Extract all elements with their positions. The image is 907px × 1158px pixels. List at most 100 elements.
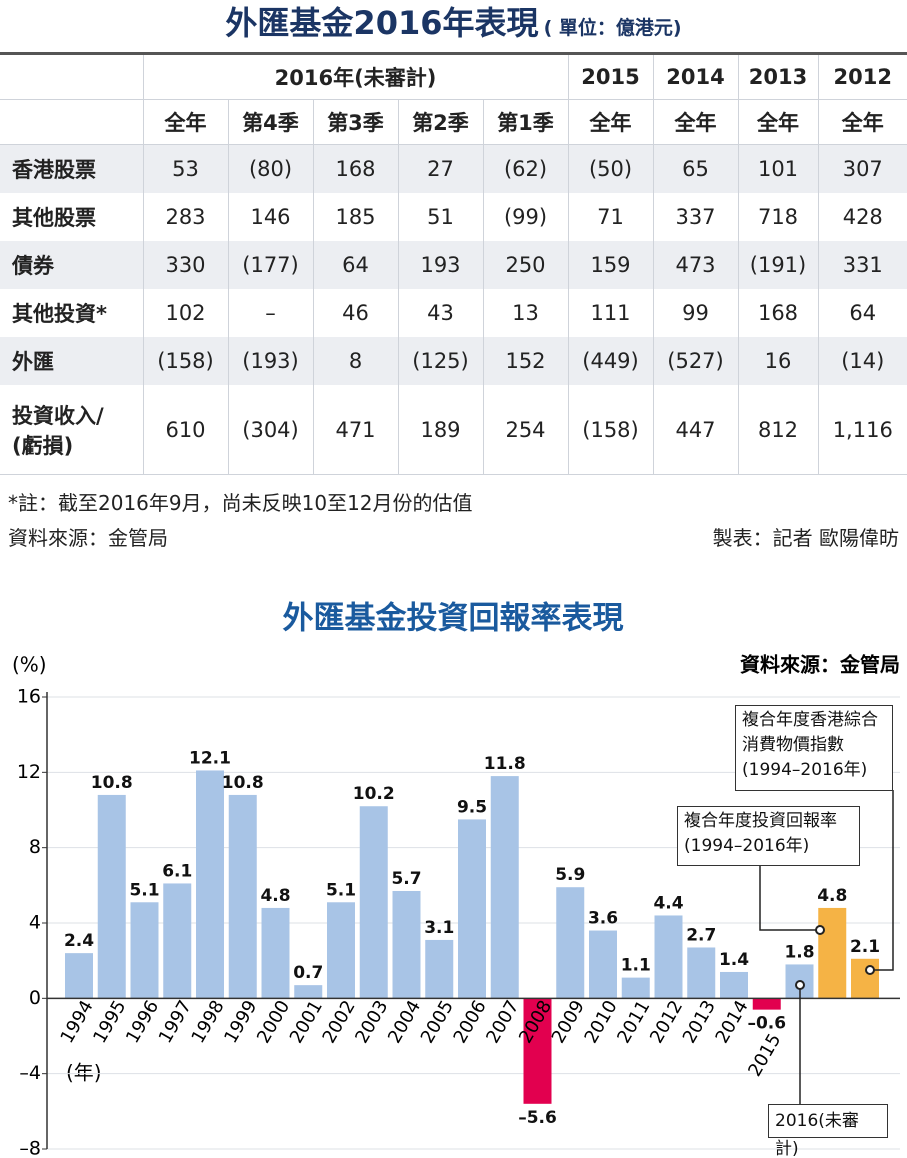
subheader-cell: 全年 (567, 99, 653, 145)
cell: 1,116 (817, 385, 907, 475)
source: 資料來源：金管局 (8, 526, 168, 550)
cell: (193) (227, 337, 313, 385)
x-tick-label: 2000 (253, 997, 294, 1047)
header-cell: 2015 (567, 53, 653, 100)
table-row: 香港股票 53 (80) 168 27 (62) (50) 65 101 307 (0, 144, 907, 193)
bar (228, 794, 257, 999)
value-label: 3.1 (424, 918, 454, 938)
cell: 471 (312, 385, 398, 475)
y-tick-label: 16 (17, 686, 41, 708)
corner-cell (0, 53, 143, 100)
cell: 168 (737, 289, 818, 337)
value-label: –0.6 (747, 1014, 786, 1034)
subheader-cell: 全年 (817, 99, 907, 145)
x-tick-label: 1996 (122, 997, 163, 1047)
cell: 152 (482, 337, 568, 385)
y-tick-label: 8 (29, 836, 41, 858)
x-tick-label: 2015 (744, 1030, 785, 1080)
x-tick-label: 1998 (188, 997, 229, 1047)
cell: (99) (482, 193, 568, 241)
row-label: 其他投資* (12, 302, 107, 326)
cell: 64 (312, 241, 398, 289)
x-axis-label: (年) (66, 1061, 102, 1085)
cell: 111 (567, 289, 653, 337)
cell: 102 (142, 289, 228, 337)
cell: 27 (397, 144, 483, 193)
header-row: 2016年(未審計) 2015 2014 2013 2012 (0, 53, 907, 100)
cell: 447 (652, 385, 738, 475)
bar (851, 958, 879, 999)
value-label: 2.4 (64, 931, 94, 951)
bar (654, 915, 683, 999)
bar (425, 939, 454, 999)
subheader-row: 全年 第4季 第3季 第2季 第1季 全年 全年 全年 全年 (0, 99, 907, 145)
callout: 複合年度投資回報率 (1994–2016年) (677, 806, 860, 866)
value-label: 1.4 (719, 950, 749, 970)
cell: 8 (312, 337, 398, 385)
y-axis-label: (%) (12, 653, 47, 677)
x-tick-label: 2003 (351, 997, 392, 1047)
cell: (125) (397, 337, 483, 385)
cell: 146 (227, 193, 313, 241)
x-tick-label: 1997 (155, 997, 196, 1047)
corner-cell (0, 99, 143, 145)
connectors (759, 790, 894, 1104)
cell: 46 (312, 289, 398, 337)
bar (261, 907, 290, 999)
value-label: 1.1 (621, 956, 651, 976)
header-cell: 2016年(未審計) (142, 53, 568, 100)
table-row: 其他投資* 102–46 43 13 111 99 168 64 (0, 289, 907, 337)
x-tick-label: 2007 (482, 997, 523, 1047)
value-label: 5.1 (129, 880, 159, 900)
value-label: 4.8 (260, 886, 290, 906)
credit: 製表：記者 歐陽偉昉 (712, 526, 899, 550)
cell: 99 (652, 289, 738, 337)
value-label: 10.2 (353, 784, 395, 804)
cell: (158) (567, 385, 653, 475)
row-label: 外匯 (0, 337, 143, 385)
cell: (304) (227, 385, 313, 475)
cell: 43 (397, 289, 483, 337)
bar (163, 883, 192, 999)
row-label: 其他股票 (12, 206, 96, 230)
cell: (80) (227, 144, 313, 193)
x-tick-label: 2013 (679, 997, 720, 1047)
bar (97, 794, 126, 999)
cell: 13 (482, 289, 568, 337)
value-label: 4.8 (817, 886, 847, 906)
cell: 159 (567, 241, 653, 289)
table-row: 外匯 (158) (193) 8 (125) 152 (449) (527) 16 (14) (0, 337, 907, 385)
value-label: 10.8 (91, 773, 133, 793)
value-label: 0.7 (293, 963, 323, 983)
value-label: 12.1 (189, 748, 231, 768)
bar (752, 998, 781, 1010)
bar (65, 953, 93, 999)
bar (327, 902, 355, 999)
cell: 254 (482, 385, 568, 475)
x-tick-label: 2009 (548, 997, 589, 1047)
cell: 193 (397, 241, 483, 289)
value-label: 1.8 (784, 942, 814, 962)
x-tick-label: 2011 (613, 997, 654, 1047)
cell: 51 (397, 193, 483, 241)
footnote: *註：截至2016年9月，尚未反映10至12月份的估值 (8, 491, 473, 515)
cell: 101 (737, 144, 818, 193)
value-label: 5.1 (326, 880, 356, 900)
cell: 718 (737, 193, 818, 241)
x-tick-label: 2006 (450, 997, 491, 1047)
table-title: 外匯基金2016年表現 (225, 4, 539, 42)
bar (621, 977, 650, 999)
value-label: 2.7 (686, 925, 716, 945)
value-label: 5.9 (555, 865, 585, 885)
cell: 189 (397, 385, 483, 475)
bar (818, 907, 847, 999)
bar (523, 998, 552, 1104)
table-unit: ( 單位：億港元) (543, 17, 682, 39)
subheader-cell: 第4季 (227, 99, 313, 145)
cell: 428 (817, 193, 907, 241)
y-tick-label: 0 (29, 987, 41, 1009)
dot (815, 925, 825, 935)
y-tick-label: 4 (29, 912, 41, 934)
subheader-cell: 全年 (142, 99, 228, 145)
